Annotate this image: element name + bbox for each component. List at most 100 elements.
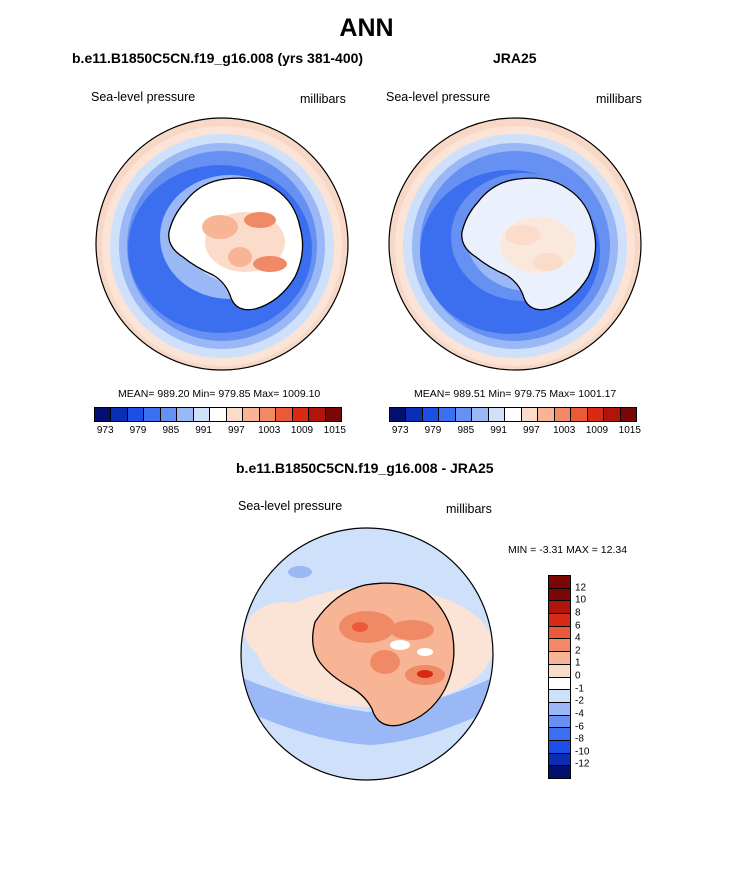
colorbar-tick-label: 4 [575,632,581,644]
colorbar-swatch-2 [422,408,440,421]
colorbar-tick-label: 1003 [553,425,576,436]
colorbar-swatch-6 [549,652,570,665]
colorbar-swatch-15 [549,766,570,778]
colorbar-swatch-14 [325,408,342,421]
panel2-coastline [461,177,597,311]
colorbar-tick-label: 979 [424,425,442,436]
panel3-title: b.e11.B1850C5CN.f19_g16.008 - JRA25 [236,460,494,476]
colorbar-tick-label: 997 [523,425,540,436]
colorbar-swatch-5 [472,408,489,421]
colorbar-tick-label: 1015 [618,425,641,436]
colorbar-swatch-12 [587,408,605,421]
colorbar-swatch-9 [549,690,570,703]
panel3-white-2 [417,648,433,656]
panel1-stats: MEAN= 989.20 Min= 979.85 Max= 1009.10 [118,388,321,400]
colorbar-swatch-14 [620,408,637,421]
panel1-high-4 [228,247,252,267]
panel1-variable-label: Sea-level pressure [91,90,196,104]
colorbar-tick-label: 997 [228,425,245,436]
panel3-variable-label: Sea-level pressure [238,499,343,513]
panel3-high-4 [370,650,400,674]
colorbar-swatch-0 [390,408,407,421]
colorbar-swatch-1 [549,588,570,602]
colorbar-swatch-1 [406,408,423,421]
panel3-units-label: millibars [446,502,492,516]
panel3-colorbar [548,575,571,779]
panel1-colorbar [94,407,342,422]
colorbar-swatch-3 [439,408,456,421]
colorbar-tick-label: -10 [575,746,590,758]
panel1-high-2 [244,212,276,228]
panel2-units-label: millibars [596,92,642,106]
colorbar-swatch-8 [549,677,570,691]
colorbar-swatch-9 [538,408,555,421]
colorbar-tick-label: 6 [575,620,581,631]
colorbar-tick-label: -4 [575,708,584,720]
colorbar-tick-label: 973 [391,425,409,436]
panel3-polar-map [240,527,494,781]
colorbar-tick-label: 12 [575,582,587,594]
colorbar-tick-label: -8 [575,733,584,745]
colorbar-tick-label: 1 [575,657,581,669]
panel1-polar-map [95,117,349,371]
panel1-units-label: millibars [300,92,346,106]
panel2-stats: MEAN= 989.51 Min= 979.75 Max= 1001.17 [414,388,617,400]
colorbar-swatch-7 [549,664,570,678]
colorbar-swatch-13 [604,408,621,421]
colorbar-swatch-4 [455,408,473,421]
panel2-high-2 [533,253,563,271]
colorbar-tick-label: 1009 [290,425,314,436]
figure-title: ANN [339,14,394,42]
colorbar-swatch-5 [549,639,570,653]
panel2-high-1 [505,225,541,245]
colorbar-swatch-0 [95,408,112,421]
colorbar-swatch-0 [549,576,570,589]
colorbar-swatch-13 [309,408,326,421]
panel1-map-border [95,117,349,371]
colorbar-tick-label: 991 [490,425,507,436]
panel3-left-positive [245,602,325,662]
colorbar-swatch-4 [549,626,570,640]
colorbar-swatch-1 [111,408,128,421]
colorbar-tick-label: 991 [195,425,212,436]
colorbar-tick-label: 985 [457,425,475,436]
colorbar-swatch-9 [243,408,260,421]
colorbar-swatch-5 [177,408,194,421]
colorbar-swatch-12 [549,728,570,741]
panel3-peak-1 [417,670,433,678]
panel3-peak-2 [352,622,368,632]
colorbar-swatch-4 [160,408,178,421]
colorbar-tick-label: 2 [575,645,581,657]
colorbar-tick-label: 1003 [258,425,281,436]
panel3-high-2 [390,620,434,640]
panel3-stats: MIN = -3.31 MAX = 12.34 [508,544,628,556]
colorbar-swatch-11 [549,715,570,729]
colorbar-swatch-2 [549,601,570,615]
panel2-variable-label: Sea-level pressure [386,90,491,104]
panel1-title: b.e11.B1850C5CN.f19_g16.008 (yrs 381-400… [72,50,364,66]
panel3-white-1 [390,640,410,650]
colorbar-swatch-7 [505,408,522,421]
colorbar-swatch-14 [549,753,570,767]
colorbar-tick-label: 0 [575,670,581,682]
panel1-coastline [168,177,304,311]
colorbar-tick-label: 979 [129,425,147,436]
colorbar-swatch-10 [259,408,277,421]
panel3-map-border [240,527,494,781]
panel2-polar-map [388,117,642,371]
colorbar-tick-label: -1 [575,683,584,695]
colorbar-swatch-11 [571,408,588,421]
colorbar-swatch-8 [226,408,244,421]
colorbar-tick-label: 1015 [323,425,346,436]
colorbar-swatch-2 [127,408,145,421]
colorbar-swatch-6 [488,408,506,421]
colorbar-swatch-3 [144,408,161,421]
colorbar-swatch-3 [549,614,570,627]
panel3-neg-patch [288,566,312,578]
panel2-map-border [388,117,642,371]
panel1-high-3 [253,256,287,272]
colorbar-swatch-10 [554,408,572,421]
colorbar-tick-label: -12 [575,758,590,770]
colorbar-swatch-8 [521,408,539,421]
colorbar-tick-label: 8 [575,607,581,619]
